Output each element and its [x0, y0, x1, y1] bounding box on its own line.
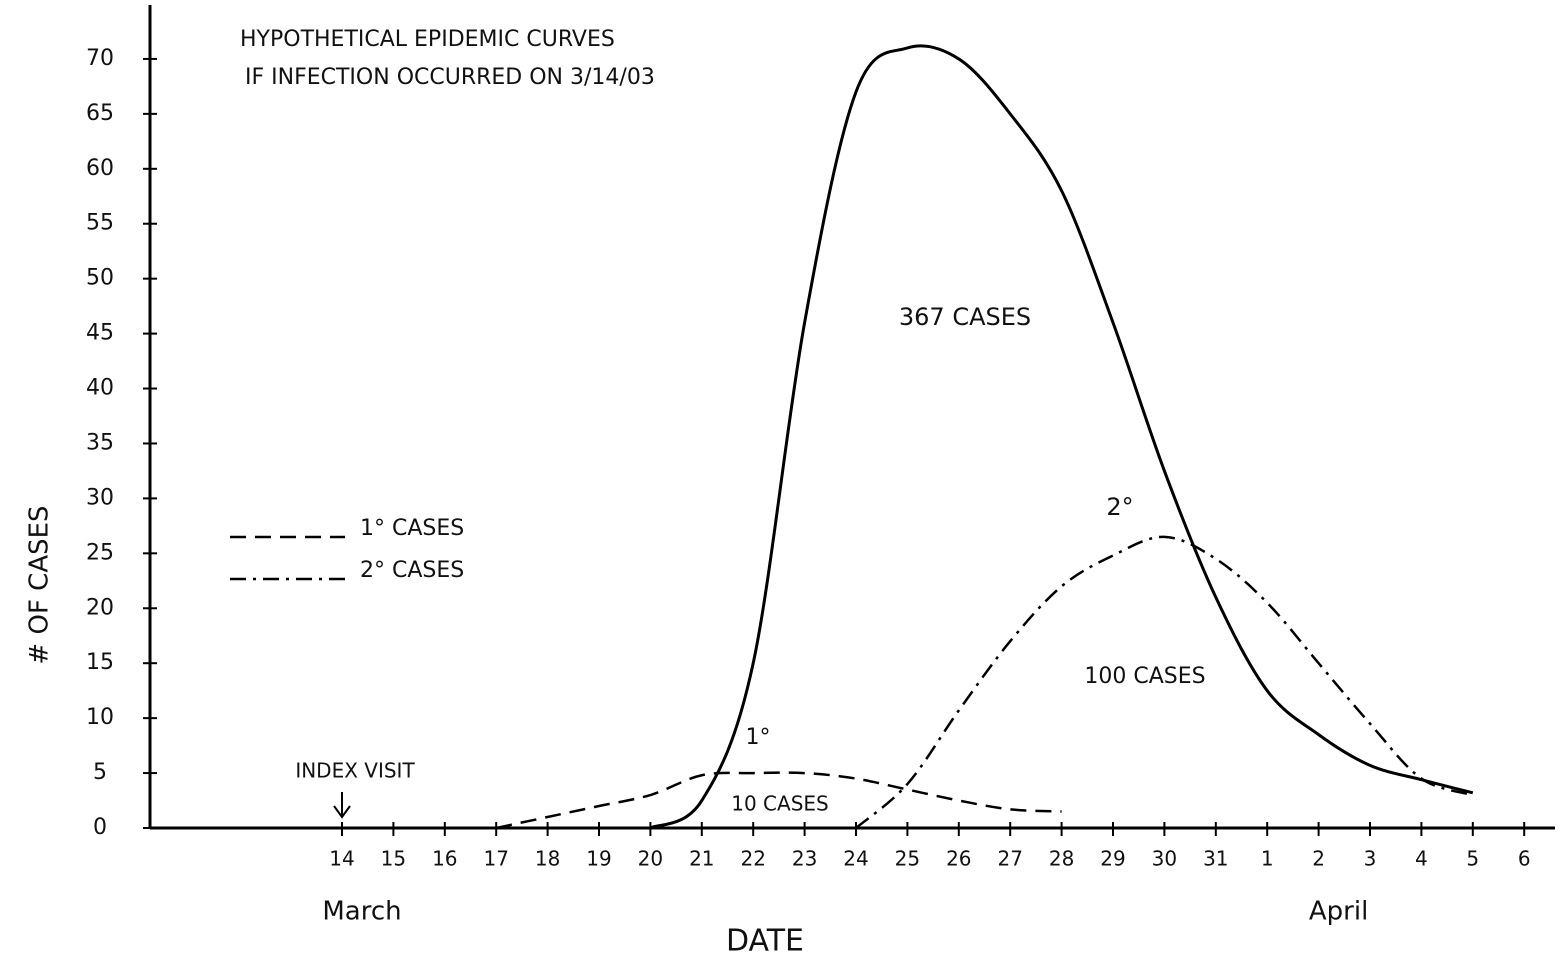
x-tick-label: 19 — [586, 847, 611, 871]
legend-label: 2° CASES — [360, 558, 464, 583]
annotation: 1° — [746, 725, 771, 750]
annotation: 10 CASES — [731, 792, 828, 816]
annotation: 367 CASES — [899, 303, 1031, 331]
annotation: INDEX VISIT — [295, 759, 415, 783]
x-tick-label: 22 — [740, 847, 765, 871]
x-tick-label: 4 — [1415, 847, 1428, 871]
y-tick-label: 0 — [93, 815, 107, 840]
chart-title: HYPOTHETICAL EPIDEMIC CURVES — [240, 27, 615, 52]
y-tick-label: 50 — [86, 266, 114, 291]
x-tick-label: 24 — [843, 847, 868, 871]
annotation: 100 CASES — [1084, 664, 1205, 689]
x-tick-label: 3 — [1364, 847, 1377, 871]
x-tick-label: 18 — [535, 847, 560, 871]
x-tick-label: 31 — [1203, 847, 1228, 871]
y-tick-label: 40 — [86, 376, 114, 401]
y-tick-label: 15 — [86, 650, 114, 675]
x-tick-label: 1 — [1261, 847, 1274, 871]
x-tick-label: 15 — [381, 847, 406, 871]
x-tick-label: 16 — [432, 847, 457, 871]
y-tick-label: 65 — [86, 101, 114, 126]
y-tick-label: 5 — [93, 760, 107, 785]
y-tick-label: 70 — [86, 46, 114, 71]
y-tick-label: 30 — [86, 485, 114, 510]
y-tick-label: 45 — [86, 321, 114, 346]
x-tick-label: 23 — [792, 847, 817, 871]
month-label: March — [322, 897, 401, 927]
index-arrow-head — [333, 805, 351, 819]
y-tick-label: 20 — [86, 595, 114, 620]
x-tick-label: 27 — [997, 847, 1022, 871]
x-tick-label: 29 — [1100, 847, 1125, 871]
y-tick-label: 55 — [86, 211, 114, 236]
x-tick-label: 6 — [1518, 847, 1531, 871]
series-line — [495, 771, 1062, 830]
x-tick-label: 14 — [329, 847, 354, 871]
x-tick-label: 28 — [1049, 847, 1074, 871]
x-tick-label: 2 — [1312, 847, 1325, 871]
month-label: April — [1309, 897, 1368, 927]
chart-subtitle: IF INFECTION OCCURRED ON 3/14/03 — [245, 65, 655, 90]
x-tick-label: 25 — [895, 847, 920, 871]
annotation: 2° — [1106, 493, 1133, 521]
y-tick-label: 60 — [86, 156, 114, 181]
y-axis-label: # OF CASES — [25, 505, 55, 664]
series-line — [855, 535, 1474, 829]
x-axis-label: DATE — [726, 924, 804, 959]
x-tick-label: 26 — [946, 847, 971, 871]
series-line — [649, 44, 1474, 830]
legend-label: 1° CASES — [360, 516, 464, 541]
y-tick-label: 10 — [86, 705, 114, 730]
x-tick-label: 20 — [638, 847, 663, 871]
x-tick-label: 30 — [1152, 847, 1177, 871]
y-tick-label: 25 — [86, 540, 114, 565]
y-tick-label: 35 — [86, 430, 114, 455]
x-tick-label: 21 — [689, 847, 714, 871]
x-tick-label: 5 — [1466, 847, 1479, 871]
x-tick-label: 17 — [483, 847, 508, 871]
